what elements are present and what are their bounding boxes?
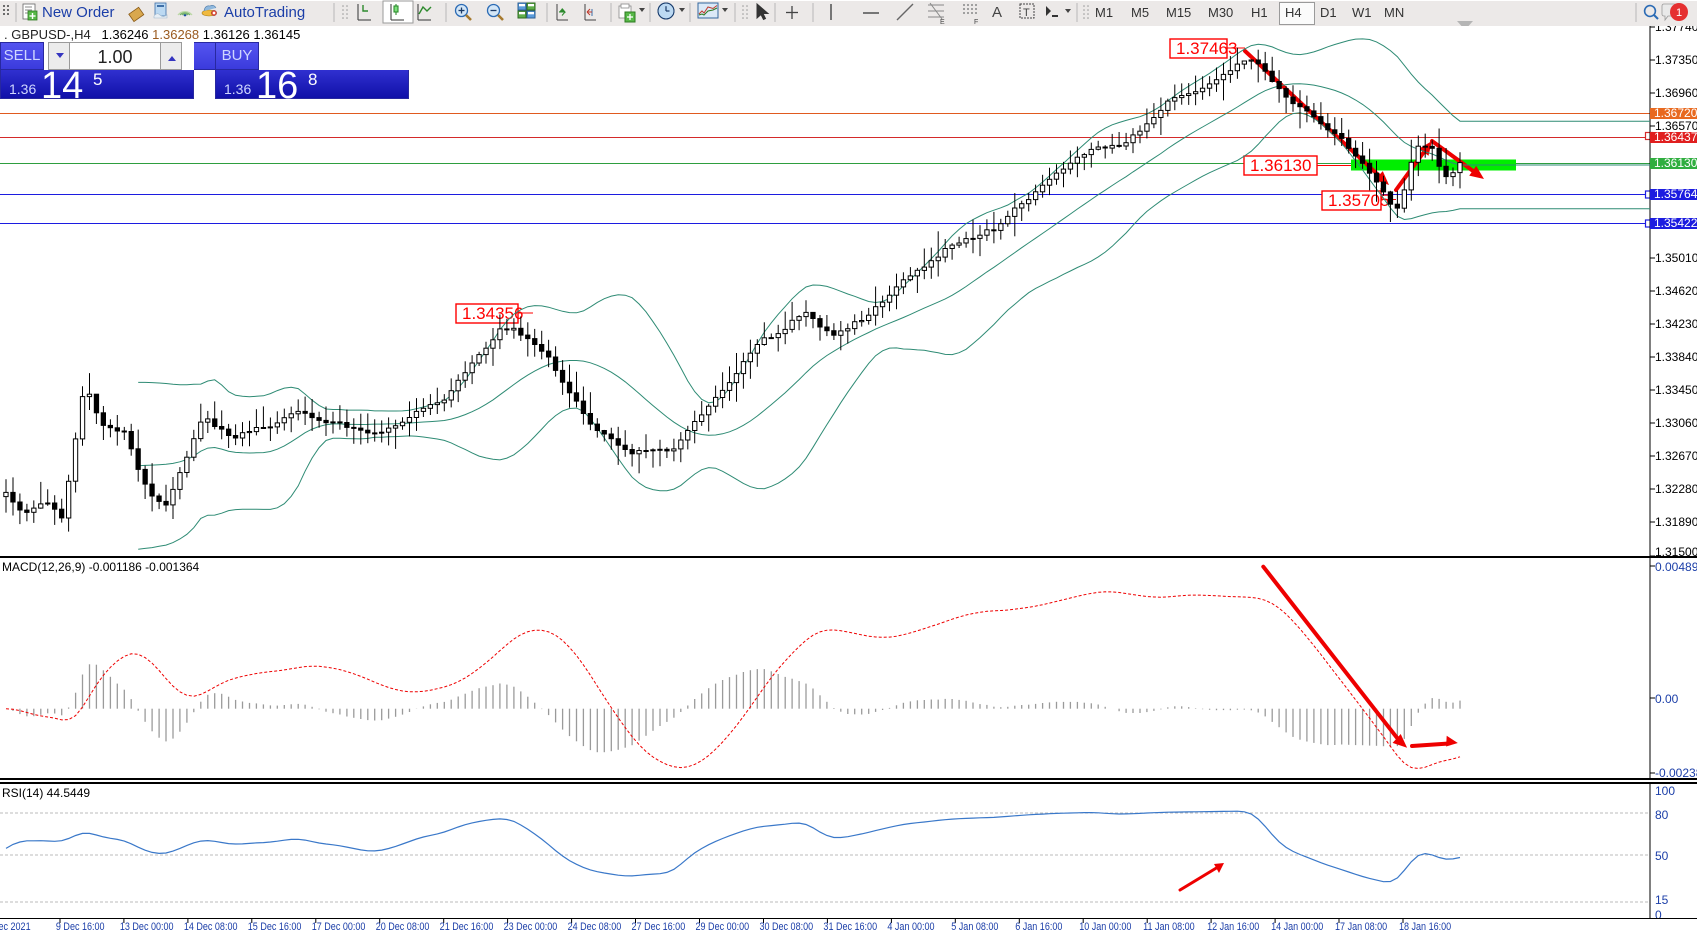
svg-text:1.37740: 1.37740 <box>1655 26 1697 34</box>
svg-text:1.34230: 1.34230 <box>1655 317 1697 331</box>
svg-text:1.32280: 1.32280 <box>1655 482 1697 496</box>
svg-text:1: 1 <box>1676 7 1682 19</box>
svg-text:1.35010: 1.35010 <box>1655 251 1697 265</box>
svg-text:1.33450: 1.33450 <box>1655 383 1697 397</box>
svg-text:1.32670: 1.32670 <box>1655 449 1697 463</box>
svg-text:1.35422: 1.35422 <box>1654 216 1697 230</box>
svg-text:1.36437: 1.36437 <box>1654 130 1697 144</box>
svg-text:1.31890: 1.31890 <box>1655 515 1697 529</box>
svg-text:1.35764: 1.35764 <box>1654 187 1697 201</box>
svg-text:1.36130: 1.36130 <box>1654 156 1697 170</box>
svg-text:1.36720: 1.36720 <box>1654 106 1697 120</box>
svg-text:1.31500: 1.31500 <box>1655 545 1697 556</box>
svg-text:1.34620: 1.34620 <box>1655 284 1697 298</box>
svg-text:1.36130: 1.36130 <box>1250 156 1311 175</box>
svg-text:1.33840: 1.33840 <box>1655 350 1697 364</box>
svg-text:1.33060: 1.33060 <box>1655 416 1697 430</box>
